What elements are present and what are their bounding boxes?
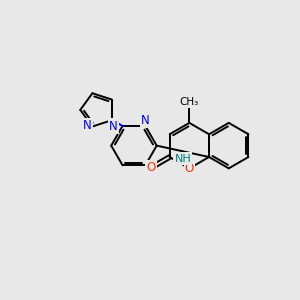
Text: N: N	[83, 119, 92, 132]
Text: O: O	[185, 162, 194, 175]
Text: N: N	[141, 114, 150, 127]
Text: N: N	[109, 119, 118, 133]
Text: NH: NH	[175, 154, 191, 164]
Text: CH₃: CH₃	[180, 97, 199, 107]
Text: O: O	[146, 161, 155, 174]
